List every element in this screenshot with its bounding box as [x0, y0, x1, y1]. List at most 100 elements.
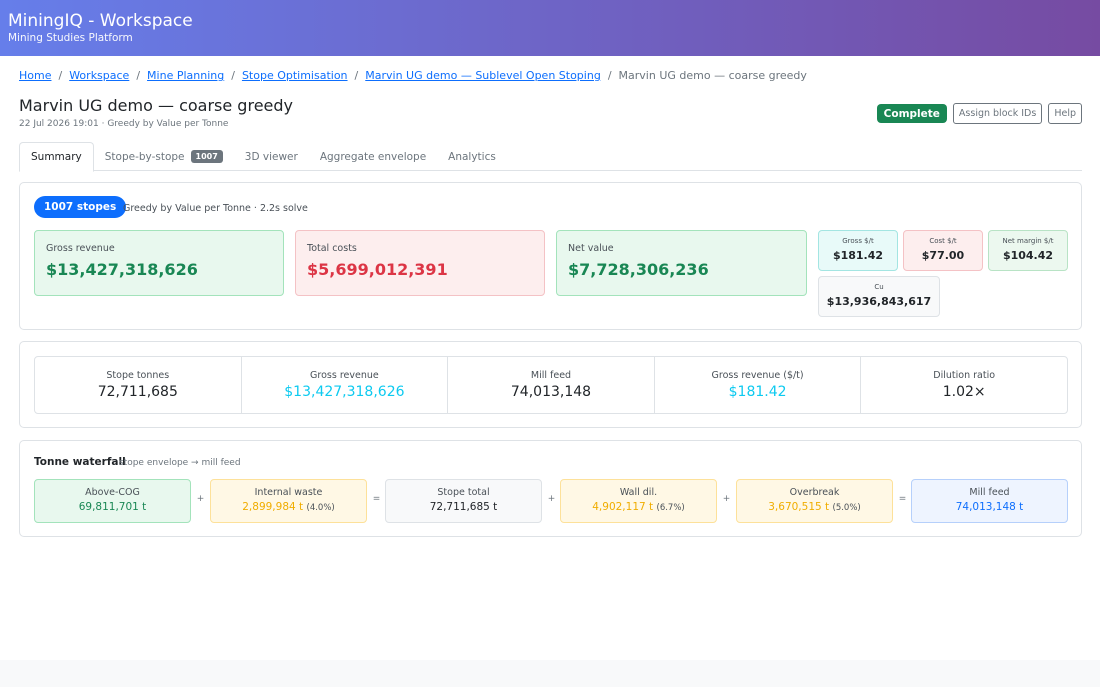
- waterfall-value: 2,899,984 t: [242, 501, 304, 513]
- stat-label: Gross revenue ($/t): [711, 370, 804, 381]
- waterfall-value: 4,902,117 t: [592, 501, 654, 513]
- net-value-box: Net value $7,728,306,236: [556, 230, 807, 296]
- header-actions: Complete Assign block IDs Help: [876, 103, 1082, 124]
- waterfall-value-line: 2,899,984 t (4.0%): [211, 501, 366, 513]
- gross-revenue-label: Gross revenue: [46, 243, 115, 254]
- cost-per-tonne-label: Cost $/t: [929, 237, 957, 245]
- waterfall-label: Wall dil.: [619, 487, 658, 498]
- app-header: MiningIQ - Workspace Mining Studies Plat…: [0, 0, 1100, 56]
- tab-label: 3D viewer: [244, 150, 298, 163]
- gross-per-tonne-box: Gross $/t $181.42: [818, 230, 898, 271]
- waterfall-subtitle: stope envelope → mill feed: [119, 458, 241, 468]
- tab-aggregate-envelope[interactable]: Aggregate envelope: [309, 142, 437, 171]
- cu-revenue-box: Cu $13,936,843,617: [818, 276, 940, 317]
- tab-label: Aggregate envelope: [319, 150, 427, 163]
- stats-card: Stope tonnes 72,711,685 Gross revenue $1…: [19, 341, 1082, 428]
- waterfall-operator: =: [898, 494, 907, 504]
- waterfall-percent: (4.0%): [306, 503, 335, 513]
- stat-label: Stope tonnes: [106, 370, 170, 381]
- waterfall-operator: +: [196, 494, 205, 504]
- waterfall-label: Above-COG: [85, 487, 140, 498]
- summary-card: 1007 stopes Greedy by Value per Tonne · …: [19, 182, 1082, 330]
- cost-per-tonne-box: Cost $/t $77.00: [903, 230, 983, 271]
- waterfall-value-line: 74,013,148 t: [912, 501, 1067, 513]
- app-subtitle: Mining Studies Platform: [8, 32, 133, 44]
- page-title: Marvin UG demo — coarse greedy: [19, 96, 293, 115]
- total-costs-value: $5,699,012,391: [307, 260, 448, 279]
- waterfall-percent: (5.0%): [832, 503, 861, 513]
- net-value-value: $7,728,306,236: [568, 260, 709, 279]
- waterfall-value: 74,013,148 t: [955, 501, 1024, 513]
- stopes-count-pill: 1007 stopes: [34, 196, 127, 218]
- waterfall-percent: (6.7%): [656, 503, 685, 513]
- waterfall-stope-total: Stope total 72,711,685 t: [385, 479, 542, 523]
- gross-revenue-box: Gross revenue $13,427,318,626: [34, 230, 284, 296]
- waterfall-mill-feed: Mill feed 74,013,148 t: [911, 479, 1068, 523]
- net-value-label: Net value: [568, 243, 614, 254]
- stat-value: 1.02×: [942, 384, 986, 400]
- net-margin-value: $104.42: [1002, 249, 1054, 262]
- assign-block-ids-button[interactable]: Assign block IDs: [952, 103, 1043, 124]
- stat-value: $13,427,318,626: [284, 384, 405, 400]
- cu-value: $13,936,843,617: [826, 295, 932, 308]
- waterfall-value-line: 72,711,685 t: [386, 501, 541, 513]
- breadcrumb-stope-optimisation-link[interactable]: Stope Optimisation: [241, 69, 348, 82]
- waterfall-operator: +: [547, 494, 556, 504]
- stat-label: Dilution ratio: [933, 370, 996, 381]
- gross-per-tonne-value: $181.42: [832, 249, 884, 262]
- tab-3d-viewer[interactable]: 3D viewer: [234, 142, 309, 171]
- tab-bar: Summary Stope-by-stope 1007 3D viewer Ag…: [19, 142, 1082, 172]
- tab-summary[interactable]: Summary: [19, 142, 94, 172]
- waterfall-label: Internal waste: [254, 487, 323, 498]
- breadcrumb-workspace-link[interactable]: Workspace: [69, 69, 130, 82]
- breadcrumb-current: Marvin UG demo — coarse greedy: [618, 69, 807, 82]
- waterfall-value: 69,811,701 t: [78, 501, 147, 513]
- tab-count-badge: 1007: [190, 150, 223, 163]
- stat-label: Gross revenue: [310, 370, 379, 381]
- stat-dilution-ratio: Dilution ratio 1.02×: [861, 357, 1067, 413]
- waterfall-value: 3,670,515 t: [768, 501, 830, 513]
- solve-info: Greedy by Value per Tonne · 2.2s solve: [123, 203, 308, 214]
- total-costs-label: Total costs: [307, 243, 357, 254]
- stat-gross-revenue-per-tonne: Gross revenue ($/t) $181.42: [655, 357, 862, 413]
- net-margin-label: Net margin $/t: [1002, 237, 1054, 245]
- waterfall-title: Tonne waterfall: [34, 456, 126, 468]
- waterfall-operator: +: [722, 494, 731, 504]
- gross-revenue-value: $13,427,318,626: [46, 260, 198, 279]
- breadcrumb-separator: /: [231, 69, 235, 82]
- footer-strip: [0, 660, 1100, 687]
- stat-value: $181.42: [728, 384, 787, 400]
- stat-mill-feed: Mill feed 74,013,148: [448, 357, 655, 413]
- cost-per-tonne-value: $77.00: [921, 249, 965, 262]
- waterfall-value-line: 69,811,701 t: [35, 501, 190, 513]
- breadcrumb-separator: /: [354, 69, 359, 82]
- waterfall-label: Overbreak: [789, 487, 840, 498]
- breadcrumb-separator: /: [136, 69, 141, 82]
- tab-label: Stope-by-stope: [104, 150, 185, 163]
- waterfall-label: Stope total: [437, 487, 490, 498]
- tab-stope-by-stope[interactable]: Stope-by-stope 1007: [94, 142, 234, 171]
- stat-label: Mill feed: [530, 370, 572, 381]
- tab-analytics[interactable]: Analytics: [437, 142, 507, 171]
- waterfall-value: 72,711,685 t: [429, 501, 498, 513]
- waterfall-value-line: 3,670,515 t (5.0%): [737, 501, 892, 513]
- waterfall-row: Above-COG 69,811,701 t + Internal waste …: [34, 479, 1068, 523]
- help-button[interactable]: Help: [1048, 103, 1082, 124]
- app-title: MiningIQ - Workspace: [8, 11, 193, 31]
- waterfall-internal-waste: Internal waste 2,899,984 t (4.0%): [210, 479, 367, 523]
- waterfall-overbreak: Overbreak 3,670,515 t (5.0%): [736, 479, 893, 523]
- waterfall-above-cog: Above-COG 69,811,701 t: [34, 479, 191, 523]
- total-costs-box: Total costs $5,699,012,391: [295, 230, 545, 296]
- breadcrumb-separator: /: [58, 69, 63, 82]
- cu-label: Cu: [874, 283, 884, 291]
- page-meta: 22 Jul 2026 19:01 · Greedy by Value per …: [19, 119, 229, 129]
- tab-label: Analytics: [448, 150, 496, 163]
- status-badge: Complete: [876, 104, 947, 123]
- stat-value: 72,711,685: [97, 384, 178, 400]
- breadcrumb-home-link[interactable]: Home: [19, 69, 52, 82]
- tonne-waterfall-card: Tonne waterfall stope envelope → mill fe…: [19, 440, 1082, 537]
- breadcrumb-project-link[interactable]: Marvin UG demo — Sublevel Open Stoping: [365, 69, 601, 82]
- stat-stope-tonnes: Stope tonnes 72,711,685: [35, 357, 242, 413]
- waterfall-label: Mill feed: [969, 487, 1010, 498]
- breadcrumb-mine-planning-link[interactable]: Mine Planning: [147, 69, 225, 82]
